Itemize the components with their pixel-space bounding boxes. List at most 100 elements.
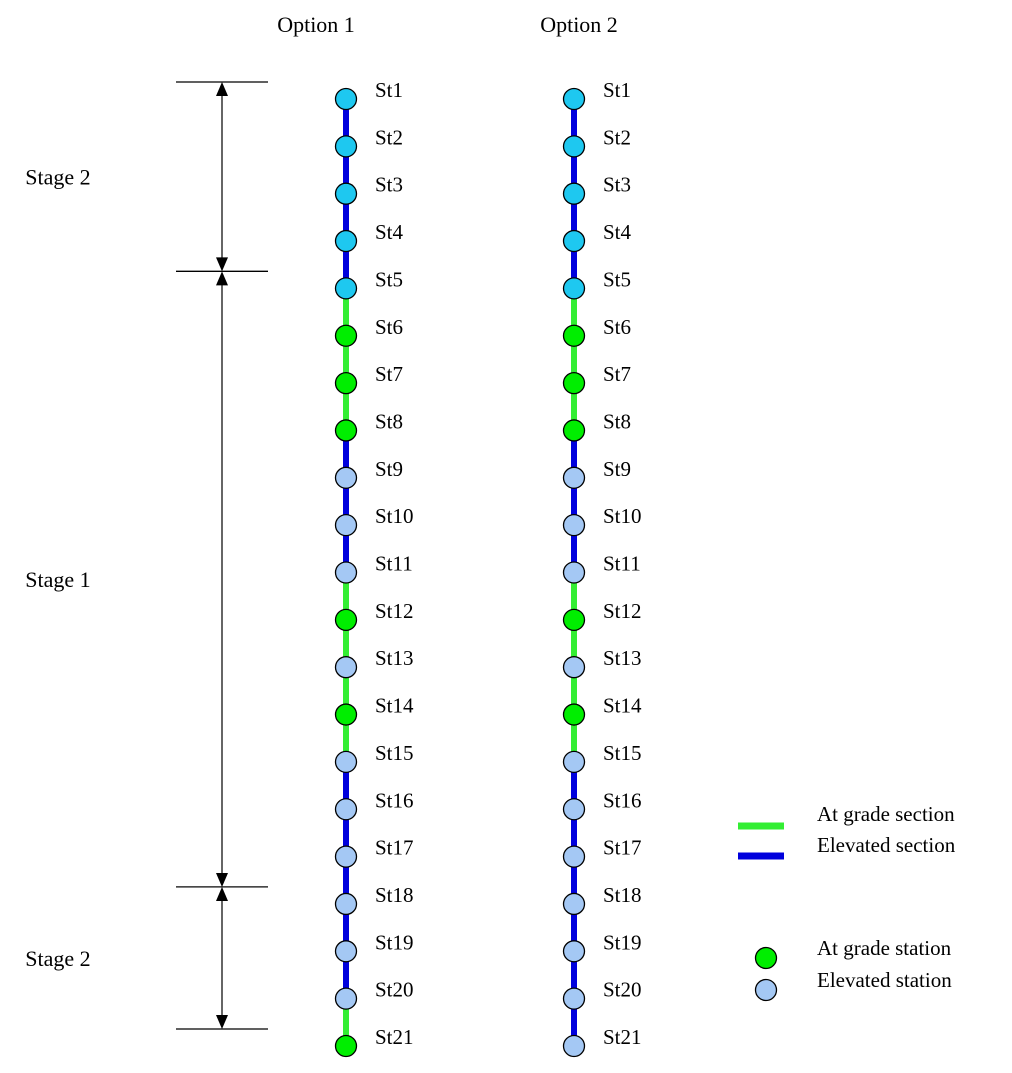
option-2-station-13 [562,656,586,679]
option-2-station-9 [562,466,586,489]
option-1-title: Option 1 [277,12,355,37]
option-2-station-14 [562,703,586,726]
option-2-station-10 [562,514,586,537]
arrow-up-icon [216,271,228,286]
stage-label-3: Stage 2 [25,946,90,971]
legend-at-grade-station: At grade station [754,936,952,970]
option-1-station-label-6: St6 [375,315,403,339]
option-2-station-label-21: St21 [603,1025,642,1049]
option-1-station-7 [334,371,358,395]
option-2-station-label-14: St14 [603,694,642,718]
option-2-station-label-7: St7 [603,362,631,386]
option-1-station-18 [334,892,358,916]
option-2-station-21 [562,1034,586,1058]
option-2-station-label-16: St16 [603,788,642,812]
option-1-station-label-3: St3 [375,173,403,197]
option-1-station-label-10: St10 [375,504,414,528]
option-1-station-8 [334,419,358,442]
option-2-station-16 [562,798,586,821]
option-2-station-4 [562,229,586,253]
stage-label-1: Stage 2 [25,165,90,190]
option-2-station-label-8: St8 [603,409,631,433]
routes: St1 St2 St3 St4 St5 St6 St7 St8 St9 St10 St11 St12 S… [334,78,642,1058]
option-1-station-3 [334,182,358,205]
option-2-station-label-9: St9 [603,457,631,481]
option-2-station-label-18: St18 [603,883,642,907]
option-2-station-6 [562,324,586,347]
option-2-station-17 [562,845,586,868]
option-1-station-9 [334,466,358,489]
option-2-station-label-19: St19 [603,930,642,954]
option-1-station-label-7: St7 [375,362,403,386]
option-1-station-4 [334,229,358,253]
arrow-down-icon [216,872,228,887]
option-2-station-18 [562,892,586,916]
option-1-station-label-5: St5 [375,267,403,291]
stage-bracket-2: Stage 1 [25,270,268,888]
option-2-station-label-1: St1 [603,78,631,102]
option-2-station-label-13: St13 [603,646,642,670]
option-2-station-12 [562,608,586,631]
option-2-station-2 [562,135,586,158]
option-2-station-label-5: St5 [603,267,631,291]
arrow-down-icon [216,257,228,272]
option-1-route: St1 St2 St3 St4 St5 St6 St7 St8 St9 St10 St11 St12 S… [334,78,414,1058]
option-1-station-10 [334,514,358,537]
arrow-up-icon [216,82,228,96]
option-1-station-1 [334,87,358,111]
arrow-up-icon [216,886,228,901]
option-1-station-label-8: St8 [375,409,403,433]
stage-bracket-1: Stage 2 [25,81,268,272]
option-2-station-8 [562,419,586,442]
option-2-station-11 [562,561,586,584]
option-2-station-15 [562,750,586,774]
option-1-station-label-17: St17 [375,836,414,860]
legend-section-label: At grade section [817,802,955,826]
option-1-station-label-21: St21 [375,1025,414,1049]
option-1-station-2 [334,135,358,158]
legend-elevated-section: Elevated section [738,833,956,860]
option-2-station-3 [562,182,586,205]
option-1-station-label-11: St11 [375,552,413,576]
option-1-station-17 [334,845,358,868]
option-2-station-label-6: St6 [603,315,631,339]
option-1-station-5 [334,277,358,300]
option-1-station-label-16: St16 [375,788,414,812]
option-1-station-label-2: St2 [375,125,403,149]
option-1-station-20 [334,987,358,1010]
option-2-station-label-15: St15 [603,741,642,765]
legend: At grade section Elevated section At grade… [738,802,956,1002]
stage-brackets: Stage 2 Stage 1 Stage 2 [25,81,268,1030]
option-2-title: Option 2 [540,12,618,37]
option-2-station-19 [562,940,586,963]
option-1-station-16 [334,798,358,821]
legend-station-swatch [754,946,778,970]
option-1-station-14 [334,703,358,726]
legend-station-label: At grade station [817,936,952,960]
option-2-station-label-12: St12 [603,599,642,623]
option-2-route: St1 St2 St3 St4 St5 St6 St7 St8 St9 St10 St11 St12 S… [562,78,642,1058]
option-1-station-label-9: St9 [375,457,403,481]
option-2-station-5 [562,277,586,300]
option-1-station-label-13: St13 [375,646,414,670]
stage-bracket-3: Stage 2 [25,886,268,1030]
option-2-station-label-20: St20 [603,978,642,1002]
option-1-station-label-4: St4 [375,220,404,244]
option-2-station-label-2: St2 [603,125,631,149]
option-2-station-label-11: St11 [603,552,641,576]
option-1-station-label-19: St19 [375,930,414,954]
option-2-station-7 [562,371,586,395]
option-1-station-11 [334,561,358,584]
legend-station-swatch [754,978,778,1002]
legend-station-label: Elevated station [817,968,952,992]
option-1-station-label-15: St15 [375,741,414,765]
option-1-station-12 [334,608,358,631]
option-2-station-1 [562,87,586,111]
arrow-down-icon [216,1015,228,1029]
option-1-station-label-14: St14 [375,694,414,718]
legend-at-grade-section: At grade section [738,802,955,830]
stage-label-2: Stage 1 [25,567,90,592]
legend-section-label: Elevated section [817,833,956,857]
